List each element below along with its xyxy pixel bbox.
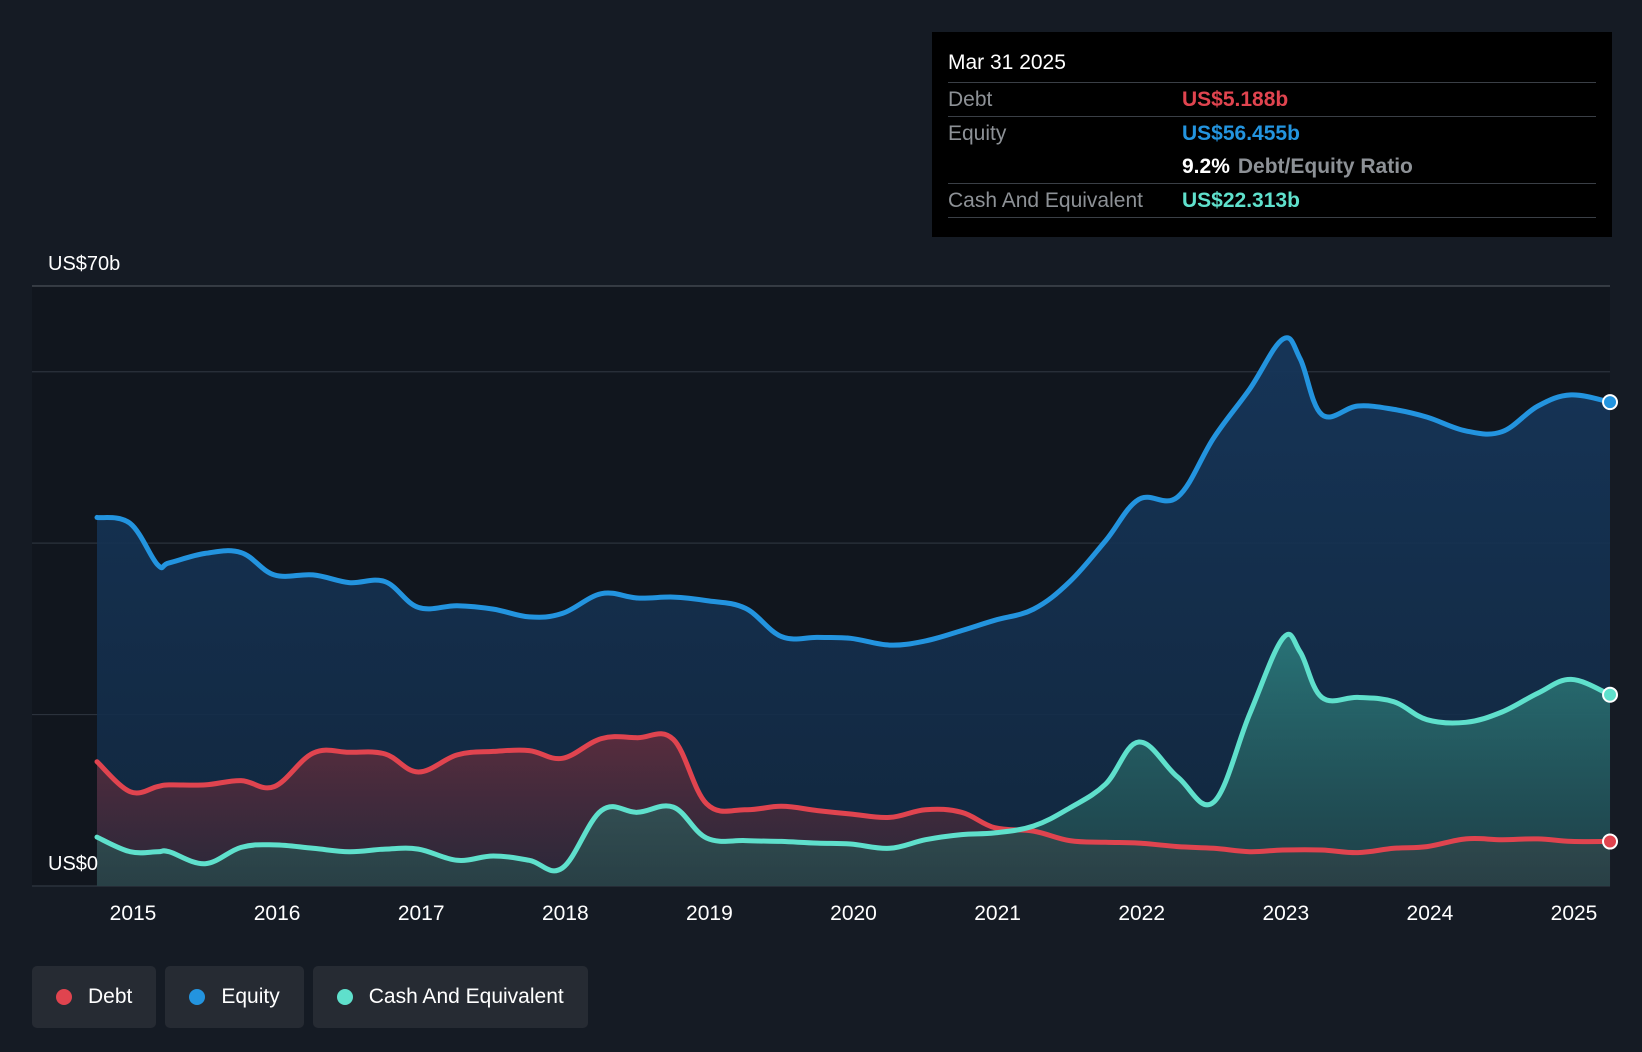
debt-dot-icon — [56, 989, 72, 1005]
tooltip-ratio: 9.2% Debt/Equity Ratio — [1182, 150, 1413, 183]
tooltip-date: Mar 31 2025 — [948, 48, 1596, 83]
equity-line — [94, 335, 1613, 648]
x-tick-label: 2021 — [974, 902, 1021, 925]
cash-dot-icon — [336, 989, 353, 1005]
x-tick-label: 2018 — [542, 902, 589, 925]
series-lines — [94, 335, 1619, 874]
tooltip-ratio-row: 9.2% Debt/Equity Ratio — [948, 150, 1596, 184]
x-axis-ticks: 2015 2016 2017 2018 2019 2020 2021 2022 2023 2024… — [110, 902, 1598, 925]
tooltip-ratio-spacer — [948, 150, 1182, 183]
y-axis-max-label: US$70b — [48, 253, 120, 275]
x-tick-label: 2025 — [1551, 902, 1598, 925]
tooltip-equity-label: Equity — [948, 122, 1007, 145]
x-tick-label: 2017 — [398, 902, 445, 925]
x-tick-label: 2020 — [830, 902, 877, 925]
legend-item-equity[interactable]: Equity — [165, 966, 304, 1028]
tooltip-ratio-value: 9.2% — [1182, 155, 1230, 178]
equity-end-marker[interactable] — [1602, 394, 1619, 411]
debt-area — [96, 733, 1611, 886]
tooltip-equity-value: US$56.455b — [1182, 122, 1300, 145]
cash-and-equivalent-area — [96, 634, 1611, 886]
debt-line — [94, 731, 1613, 856]
x-tick-label: 2015 — [110, 902, 157, 925]
legend: Debt Equity Cash And Equivalent — [32, 966, 588, 1028]
tooltip-equity-row: Equity US$56.455b — [948, 117, 1596, 150]
legend-cash-label: Cash And Equivalent — [368, 985, 564, 1008]
y-axis-min-label: US$0 — [48, 853, 98, 875]
legend-debt-label: Debt — [88, 985, 133, 1008]
legend-equity-label: Equity — [221, 985, 280, 1008]
tooltip-cash-row: Cash And Equivalent US$22.313b — [948, 184, 1596, 218]
cash-and-equivalent-end-marker[interactable] — [1602, 686, 1619, 703]
equity-dot-icon — [189, 989, 206, 1005]
tooltip-ratio-label: Debt/Equity Ratio — [1237, 155, 1413, 178]
x-tick-label: 2016 — [254, 902, 301, 925]
tooltip-cash-label: Cash And Equivalent — [948, 189, 1143, 212]
cash-and-equivalent-line — [94, 631, 1613, 874]
tooltip-debt-value: US$5.188b — [1182, 88, 1289, 111]
equity-area — [96, 337, 1611, 886]
tooltip: Mar 31 2025 Debt US$5.188b Equity US$56.… — [932, 32, 1612, 237]
x-tick-label: 2023 — [1262, 902, 1309, 925]
tooltip-debt-row: Debt US$5.188b — [948, 83, 1596, 117]
tooltip-debt-label: Debt — [948, 88, 993, 111]
legend-item-cash[interactable]: Cash And Equivalent — [312, 966, 588, 1028]
series-areas — [96, 337, 1611, 886]
legend-item-debt[interactable]: Debt — [32, 966, 157, 1028]
x-tick-label: 2022 — [1118, 902, 1165, 925]
x-tick-label: 2019 — [686, 902, 733, 925]
x-tick-label: 2024 — [1407, 902, 1454, 925]
tooltip-cash-value: US$22.313b — [1182, 189, 1300, 212]
debt-end-marker[interactable] — [1602, 833, 1619, 850]
